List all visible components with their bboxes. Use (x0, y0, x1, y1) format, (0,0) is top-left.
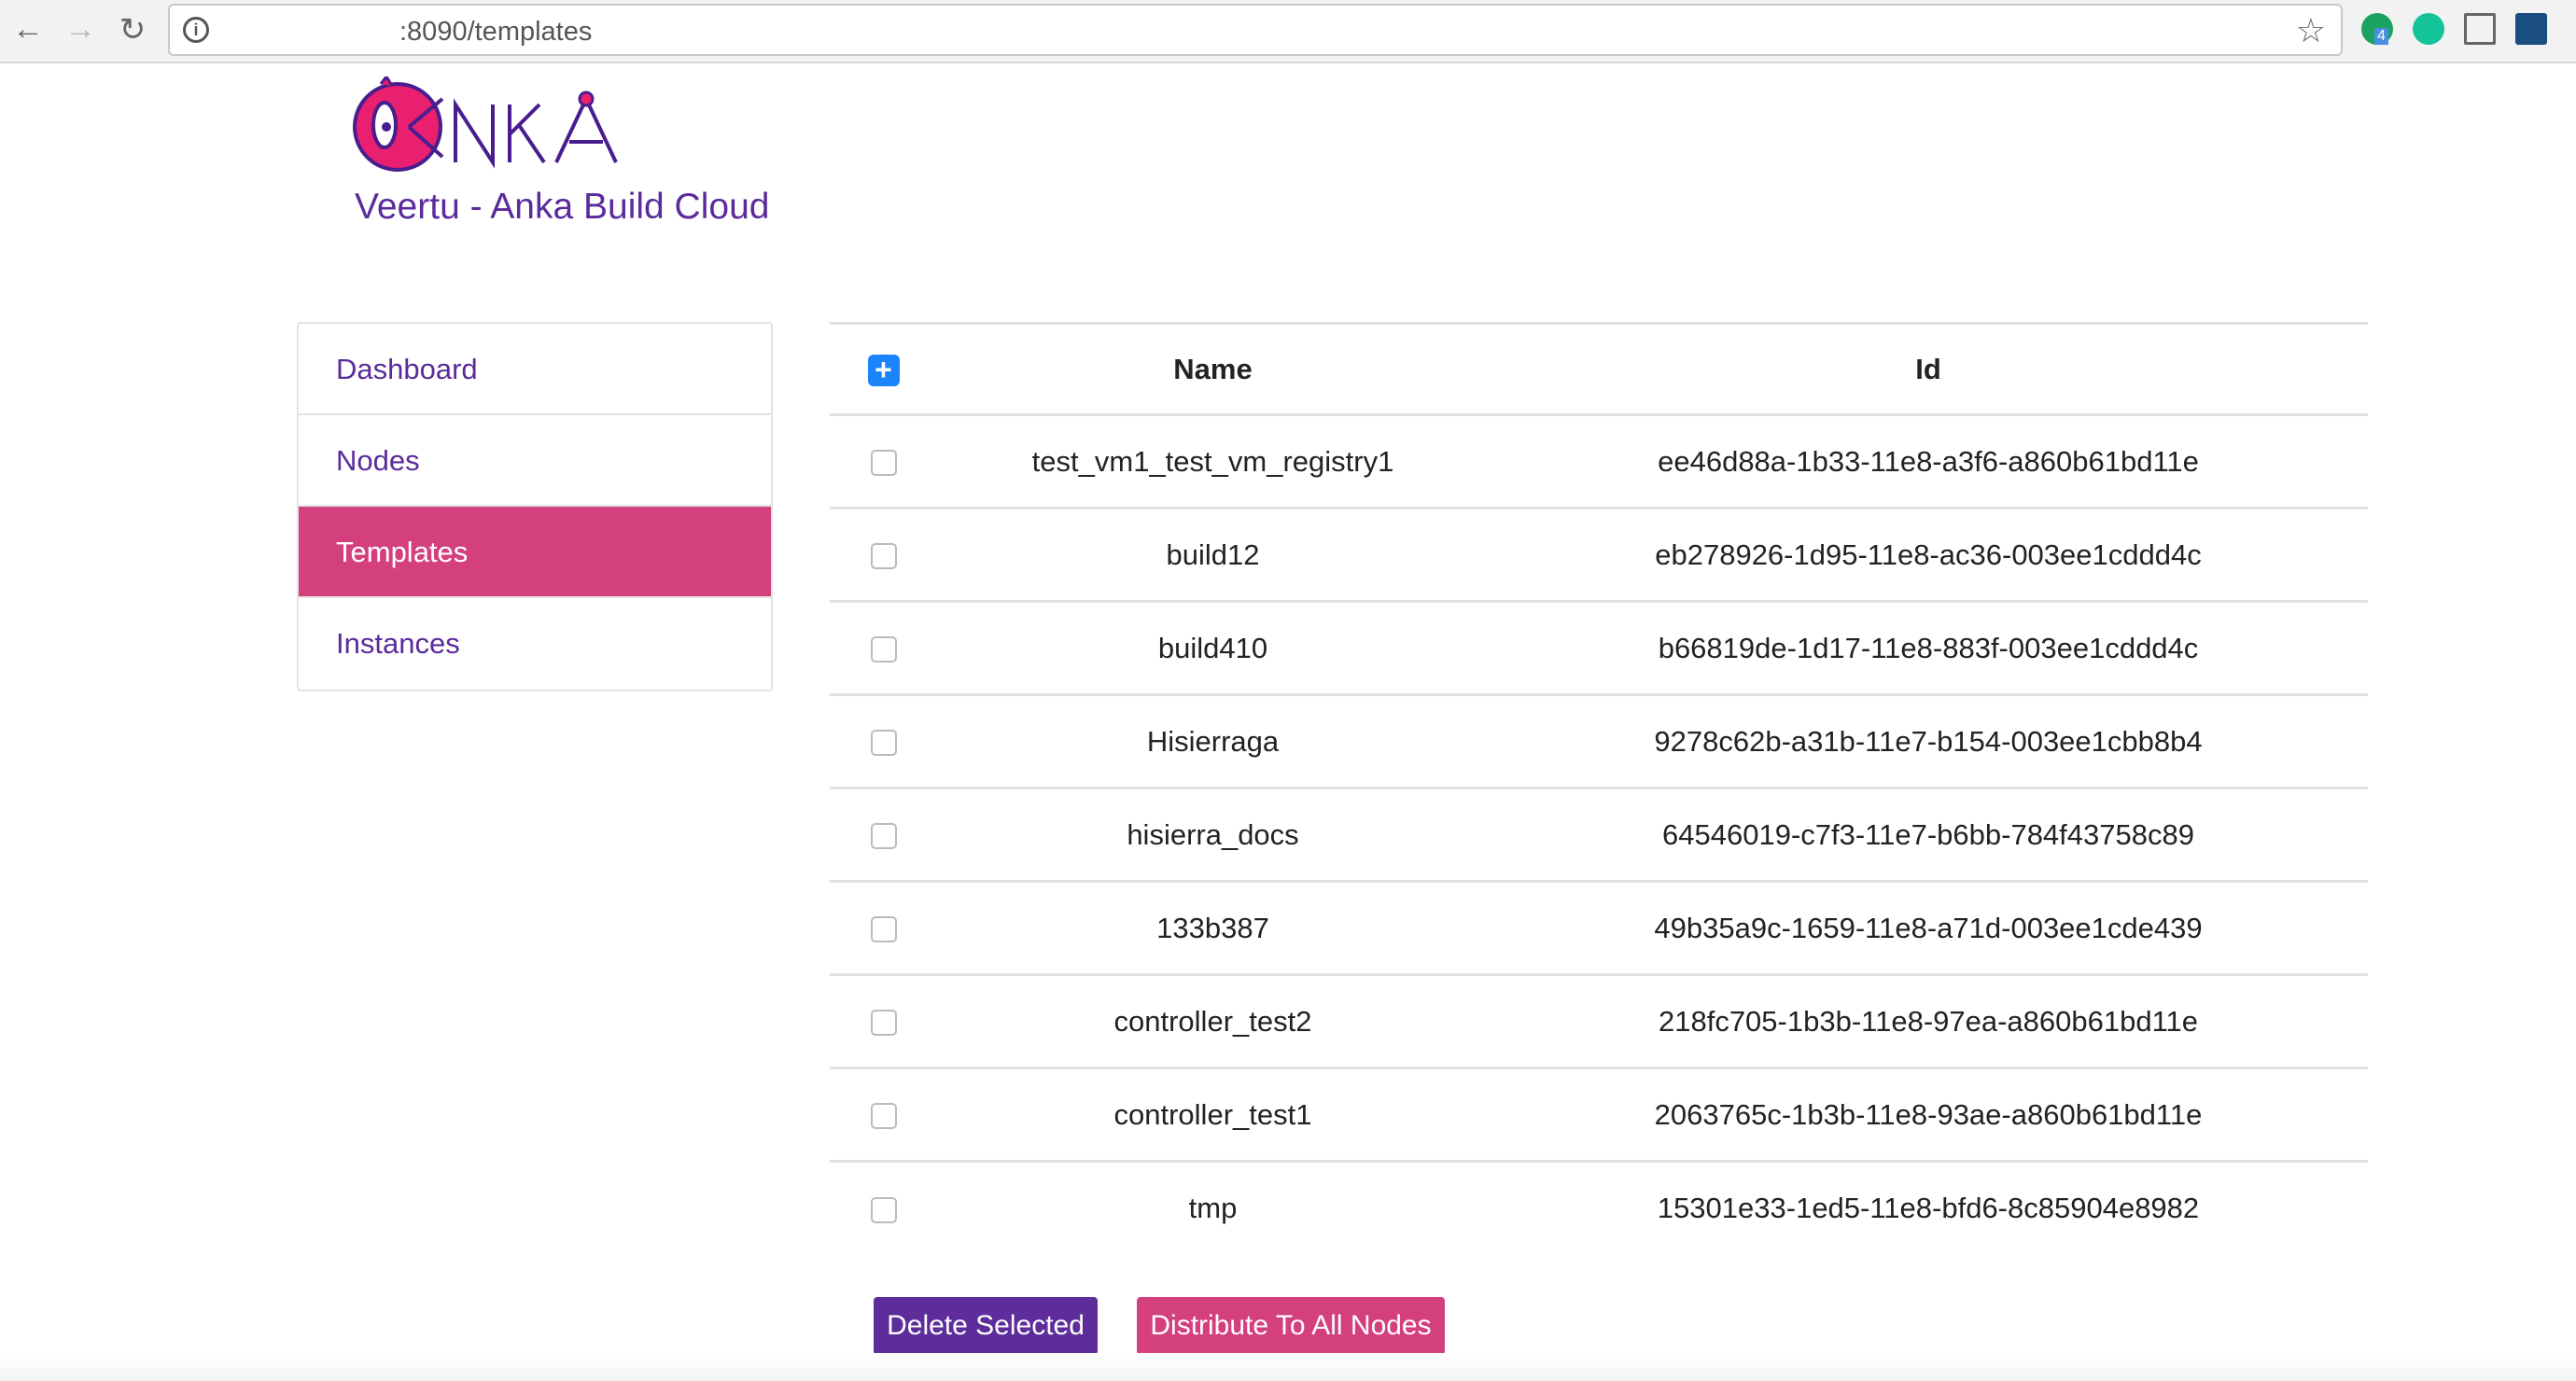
template-name: controller_test1 (937, 1067, 1489, 1162)
template-name: hisierra_docs (937, 787, 1489, 882)
row-checkbox[interactable] (870, 543, 897, 570)
row-checkbox[interactable] (870, 730, 897, 757)
extension-icon[interactable]: 4 (2361, 13, 2393, 45)
table-row: build12 eb278926-1d95-11e8-ac36-003ee1cd… (830, 507, 2368, 602)
template-id: 49b35a9c-1659-11e8-a71d-003ee1cde439 (1489, 880, 2368, 975)
sidebar-item-templates[interactable]: Templates (299, 507, 771, 598)
table-row: build410 b66819de-1d17-11e8-883f-003ee1c… (830, 600, 2368, 695)
delete-selected-button[interactable]: Delete Selected (874, 1297, 1098, 1355)
row-checkbox[interactable] (870, 823, 897, 850)
url-text[interactable]: :8090/templates (399, 17, 593, 47)
anka-logo[interactable] (353, 74, 633, 178)
row-checkbox[interactable] (870, 916, 897, 943)
template-id: b66819de-1d17-11e8-883f-003ee1cddd4c (1489, 600, 2368, 695)
cast-icon[interactable] (2464, 13, 2496, 45)
table-row: controller_test2 218fc705-1b3b-11e8-97ea… (830, 973, 2368, 1068)
grammarly-icon[interactable] (2413, 13, 2444, 45)
template-id: ee46d88a-1b33-11e8-a3f6-a860b61bd11e (1489, 413, 2368, 509)
template-id: eb278926-1d95-11e8-ac36-003ee1cddd4c (1489, 507, 2368, 602)
table-row: test_vm1_test_vm_registry1 ee46d88a-1b33… (830, 413, 2368, 509)
template-name: build410 (937, 600, 1489, 695)
table-row: Hisierraga 9278c62b-a31b-11e7-b154-003ee… (830, 693, 2368, 788)
template-id: 15301e33-1ed5-11e8-bfd6-8c85904e8982 (1489, 1160, 2368, 1255)
sidebar-item-dashboard[interactable]: Dashboard (299, 324, 771, 415)
sidebar-item-nodes[interactable]: Nodes (299, 415, 771, 507)
back-icon[interactable]: ← (12, 11, 44, 47)
table-row: controller_test1 2063765c-1b3b-11e8-93ae… (830, 1067, 2368, 1162)
template-id: 9278c62b-a31b-11e7-b154-003ee1cbb8b4 (1489, 693, 2368, 788)
info-icon[interactable]: i (183, 17, 209, 43)
template-name: tmp (937, 1160, 1489, 1255)
extension-icon-2[interactable] (2515, 13, 2547, 45)
address-bar[interactable]: i :8090/templates ☆ (168, 4, 2343, 56)
row-checkbox[interactable] (870, 1103, 897, 1130)
template-name: test_vm1_test_vm_registry1 (937, 413, 1489, 509)
page-bottom-shadow (0, 1353, 2576, 1381)
row-checkbox[interactable] (870, 1010, 897, 1037)
row-checkbox[interactable] (870, 450, 897, 477)
table-row: tmp 15301e33-1ed5-11e8-bfd6-8c85904e8982 (830, 1160, 2368, 1255)
column-header-id: Id (1489, 322, 2368, 416)
table-row: hisierra_docs 64546019-c7f3-11e7-b6bb-78… (830, 787, 2368, 882)
row-checkbox[interactable] (870, 1197, 897, 1224)
bookmark-star-icon[interactable]: ☆ (2295, 11, 2326, 49)
table-header: + Name Id (830, 322, 2368, 416)
template-id: 218fc705-1b3b-11e8-97ea-a860b61bd11e (1489, 973, 2368, 1068)
row-checkbox[interactable] (870, 636, 897, 663)
sidebar-nav: Dashboard Nodes Templates Instances (297, 322, 773, 691)
table-row: 133b387 49b35a9c-1659-11e8-a71d-003ee1cd… (830, 880, 2368, 975)
template-id: 64546019-c7f3-11e7-b6bb-784f43758c89 (1489, 787, 2368, 882)
extension-badge: 4 (2374, 28, 2388, 45)
template-name: Hisierraga (937, 693, 1489, 788)
template-name: 133b387 (937, 880, 1489, 975)
templates-table: + Name Id test_vm1_test_vm_registry1 ee4… (830, 322, 2368, 1255)
column-header-name: Name (937, 322, 1489, 416)
select-all-plus-icon[interactable]: + (867, 354, 900, 386)
reload-icon[interactable]: ↻ (119, 12, 147, 48)
sidebar-item-instances[interactable]: Instances (336, 627, 460, 660)
distribute-to-all-nodes-button[interactable]: Distribute To All Nodes (1137, 1297, 1445, 1355)
template-id: 2063765c-1b3b-11e8-93ae-a860b61bd11e (1489, 1067, 2368, 1162)
forward-icon[interactable]: → (64, 11, 96, 47)
template-name: controller_test2 (937, 973, 1489, 1068)
browser-toolbar: ← → ↻ i :8090/templates ☆ 4 (0, 0, 2576, 63)
template-name: build12 (937, 507, 1489, 602)
app-subtitle: Veertu - Anka Build Cloud (355, 187, 770, 227)
